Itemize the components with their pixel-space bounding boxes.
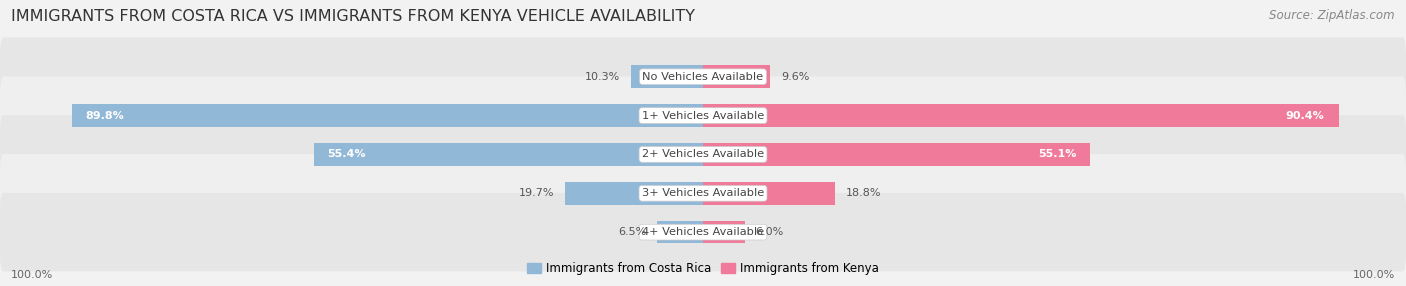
Text: 4+ Vehicles Available: 4+ Vehicles Available xyxy=(643,227,763,237)
Text: 18.8%: 18.8% xyxy=(846,188,882,198)
FancyBboxPatch shape xyxy=(0,37,1406,116)
Text: 100.0%: 100.0% xyxy=(1353,270,1395,280)
Text: 100.0%: 100.0% xyxy=(11,270,53,280)
Bar xyxy=(703,182,835,204)
Text: 55.4%: 55.4% xyxy=(328,150,366,159)
Text: 2+ Vehicles Available: 2+ Vehicles Available xyxy=(643,150,763,159)
Text: No Vehicles Available: No Vehicles Available xyxy=(643,72,763,82)
Text: 1+ Vehicles Available: 1+ Vehicles Available xyxy=(643,111,763,121)
Text: 55.1%: 55.1% xyxy=(1038,150,1077,159)
Text: 6.0%: 6.0% xyxy=(756,227,785,237)
Bar xyxy=(703,104,1339,127)
FancyBboxPatch shape xyxy=(0,154,1406,233)
Bar xyxy=(72,104,703,127)
Text: 3+ Vehicles Available: 3+ Vehicles Available xyxy=(643,188,763,198)
Legend: Immigrants from Costa Rica, Immigrants from Kenya: Immigrants from Costa Rica, Immigrants f… xyxy=(523,258,883,280)
Bar xyxy=(703,143,1091,166)
Text: 9.6%: 9.6% xyxy=(782,72,810,82)
Text: 10.3%: 10.3% xyxy=(585,72,620,82)
Bar xyxy=(657,221,703,243)
Text: 90.4%: 90.4% xyxy=(1285,111,1324,121)
Text: IMMIGRANTS FROM COSTA RICA VS IMMIGRANTS FROM KENYA VEHICLE AVAILABILITY: IMMIGRANTS FROM COSTA RICA VS IMMIGRANTS… xyxy=(11,9,695,23)
Bar xyxy=(565,182,703,204)
Bar xyxy=(314,143,703,166)
Bar xyxy=(703,221,745,243)
FancyBboxPatch shape xyxy=(0,193,1406,271)
Bar xyxy=(703,65,770,88)
Text: 89.8%: 89.8% xyxy=(86,111,125,121)
Text: Source: ZipAtlas.com: Source: ZipAtlas.com xyxy=(1270,9,1395,21)
FancyBboxPatch shape xyxy=(0,76,1406,155)
Text: 6.5%: 6.5% xyxy=(619,227,647,237)
FancyBboxPatch shape xyxy=(0,115,1406,194)
Text: 19.7%: 19.7% xyxy=(519,188,554,198)
Bar xyxy=(630,65,703,88)
